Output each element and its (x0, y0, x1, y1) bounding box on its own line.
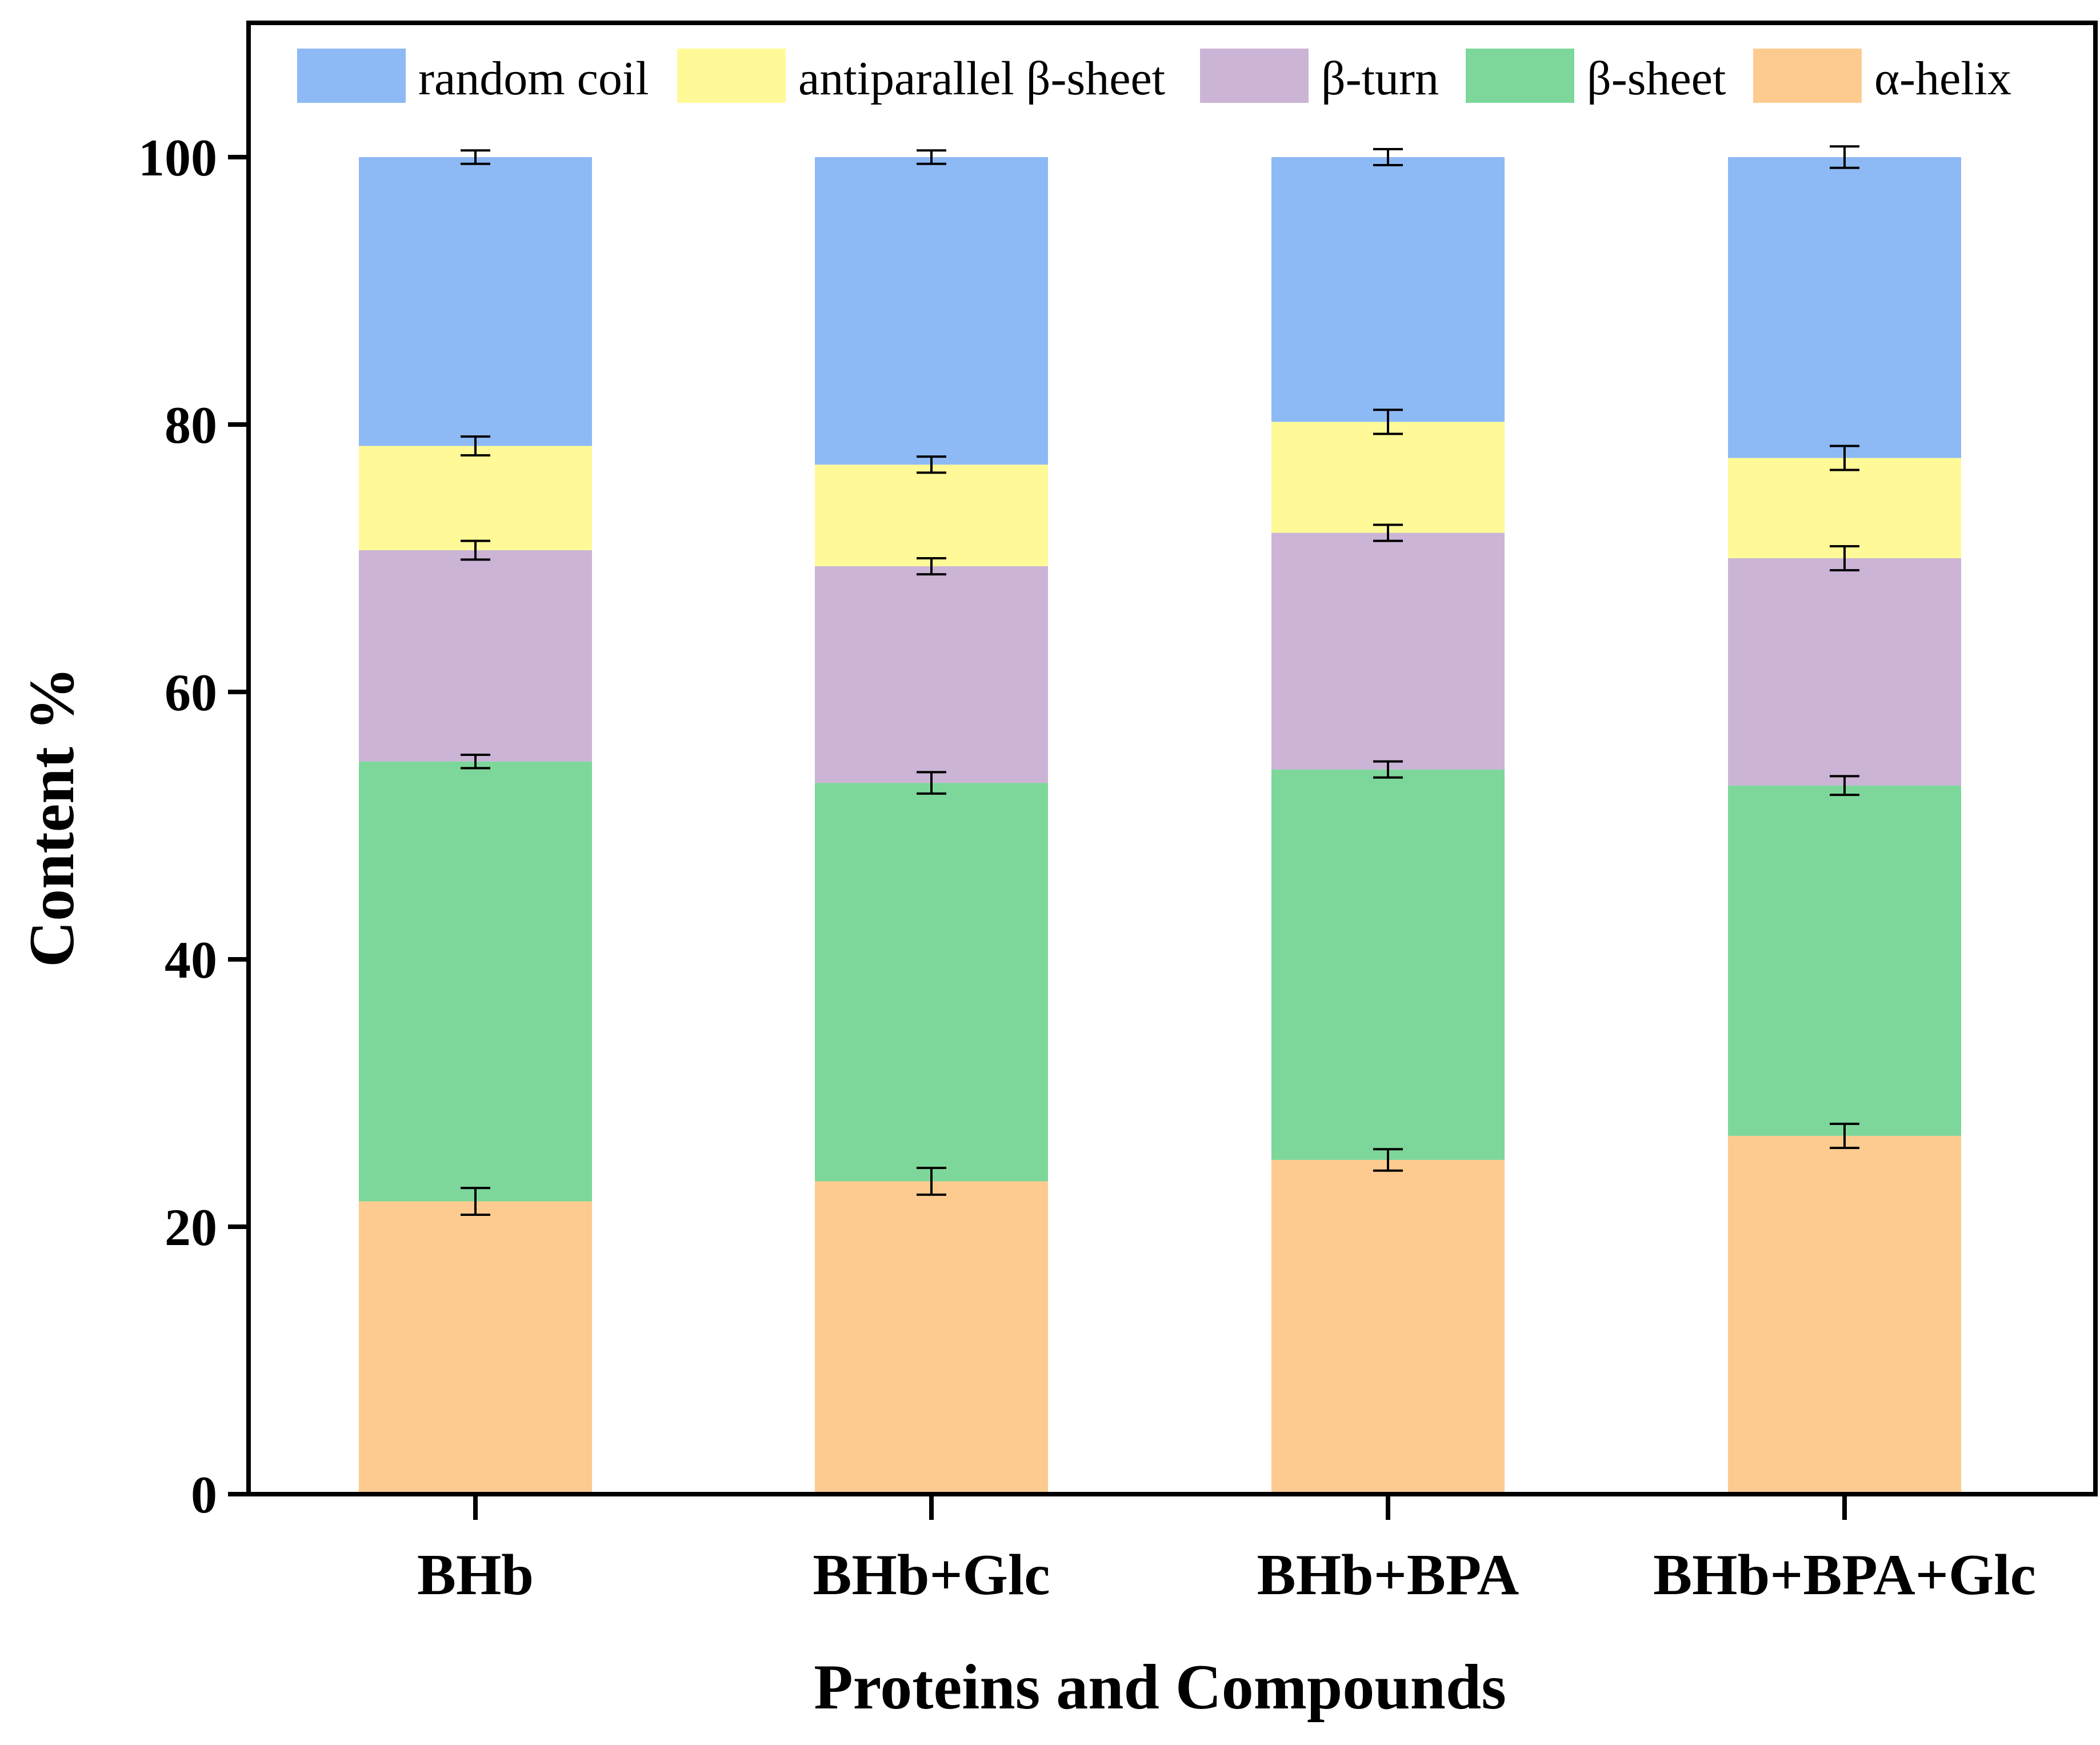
x-axis-title: Proteins and Compounds (814, 1652, 1506, 1723)
y-tick-label: 60 (165, 663, 217, 722)
x-tick-label: BHb+BPA+Glc (1653, 1543, 2036, 1607)
legend-swatch (1753, 49, 1862, 103)
bar-segment (1728, 1135, 1961, 1494)
bar-segment (359, 446, 592, 550)
bar-segment (1271, 157, 1505, 422)
bar-segment (815, 1181, 1048, 1494)
bars-layer (359, 157, 1961, 1494)
legend: random coil antiparallel β-sheet β-turn β-s… (297, 49, 2011, 105)
legend-swatch (297, 49, 406, 103)
bar-segment (1728, 157, 1961, 458)
bar-segment (1728, 458, 1961, 558)
axes-layer: 0 20 40 60 80 100 BHb BHb+Glc BHb+BPA BHb+BPA+Glc (138, 21, 2098, 1607)
x-tick-label: BHb+BPA (1257, 1543, 1519, 1607)
y-tick-label: 40 (165, 931, 217, 989)
legend-swatch (1200, 49, 1309, 103)
bar-segment (815, 783, 1048, 1182)
bar-segment (359, 1201, 592, 1494)
y-tick-label: 0 (191, 1466, 217, 1524)
y-tick-label: 80 (165, 396, 217, 454)
x-tick-label: BHb+Glc (813, 1543, 1050, 1607)
legend-label: β-sheet (1587, 52, 1726, 105)
bar-segment (1728, 785, 1961, 1136)
y-axis-title: Content % (17, 667, 87, 967)
bar-segment (1271, 422, 1505, 533)
bar-segment (1271, 533, 1505, 770)
legend-label: antiparallel β-sheet (798, 52, 1165, 105)
bar-segment (359, 157, 592, 446)
bar-segment (359, 550, 592, 762)
bar-segment (1728, 558, 1961, 786)
y-tick-label: 20 (165, 1198, 217, 1256)
y-tick-label: 100 (138, 129, 217, 187)
legend-swatch (1466, 49, 1574, 103)
legend-swatch (677, 49, 786, 103)
bar-segment (1271, 769, 1505, 1160)
bar-segment (815, 157, 1048, 465)
legend-label: random coil (418, 52, 649, 105)
bar-segment (815, 566, 1048, 783)
legend-label: β-turn (1321, 52, 1439, 105)
x-tick-label: BHb (417, 1543, 534, 1607)
bar-segment (815, 465, 1048, 567)
legend-label: α-helix (1874, 52, 2011, 105)
plot-frame (246, 21, 2098, 1496)
bar-segment (1271, 1160, 1505, 1494)
error-bars-layer (461, 145, 1859, 1216)
bar-segment (359, 761, 592, 1202)
